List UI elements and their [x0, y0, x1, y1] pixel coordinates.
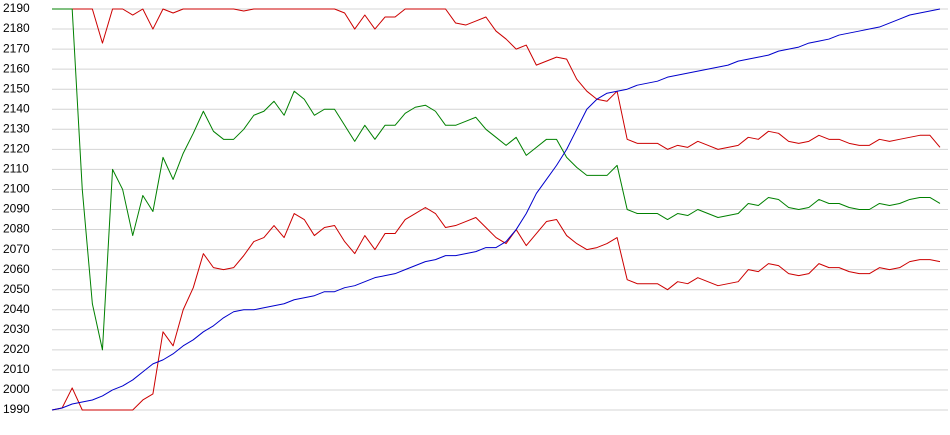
y-tick-label: 2000: [3, 382, 30, 396]
y-tick-label: 2030: [3, 322, 30, 336]
series-line: [52, 8, 941, 351]
y-tick-label: 2180: [3, 21, 30, 35]
series-line: [51, 207, 941, 411]
y-tick-label: 2150: [3, 81, 30, 95]
y-tick-label: 2020: [3, 342, 30, 356]
y-tick-label: 2070: [3, 242, 30, 256]
y-tick-label: 2170: [3, 41, 30, 55]
y-tick-label: 2160: [3, 61, 30, 75]
y-tick-label: 2010: [3, 362, 30, 376]
y-tick-label: 2120: [3, 142, 30, 156]
y-tick-label: 2040: [3, 302, 30, 316]
y-tick-label: 2100: [3, 182, 30, 196]
y-tick-label: 2060: [3, 262, 30, 276]
y-tick-label: 2140: [3, 101, 30, 115]
y-tick-label: 2080: [3, 222, 30, 236]
y-tick-label: 2050: [3, 282, 30, 296]
y-tick-label: 2090: [3, 202, 30, 216]
y-tick-label: 1990: [3, 402, 30, 416]
series-line: [52, 8, 941, 150]
y-tick-label: 2190: [3, 1, 30, 15]
series-line: [51, 8, 941, 411]
y-tick-label: 2110: [3, 162, 29, 176]
y-tick-label: 2130: [3, 121, 30, 135]
